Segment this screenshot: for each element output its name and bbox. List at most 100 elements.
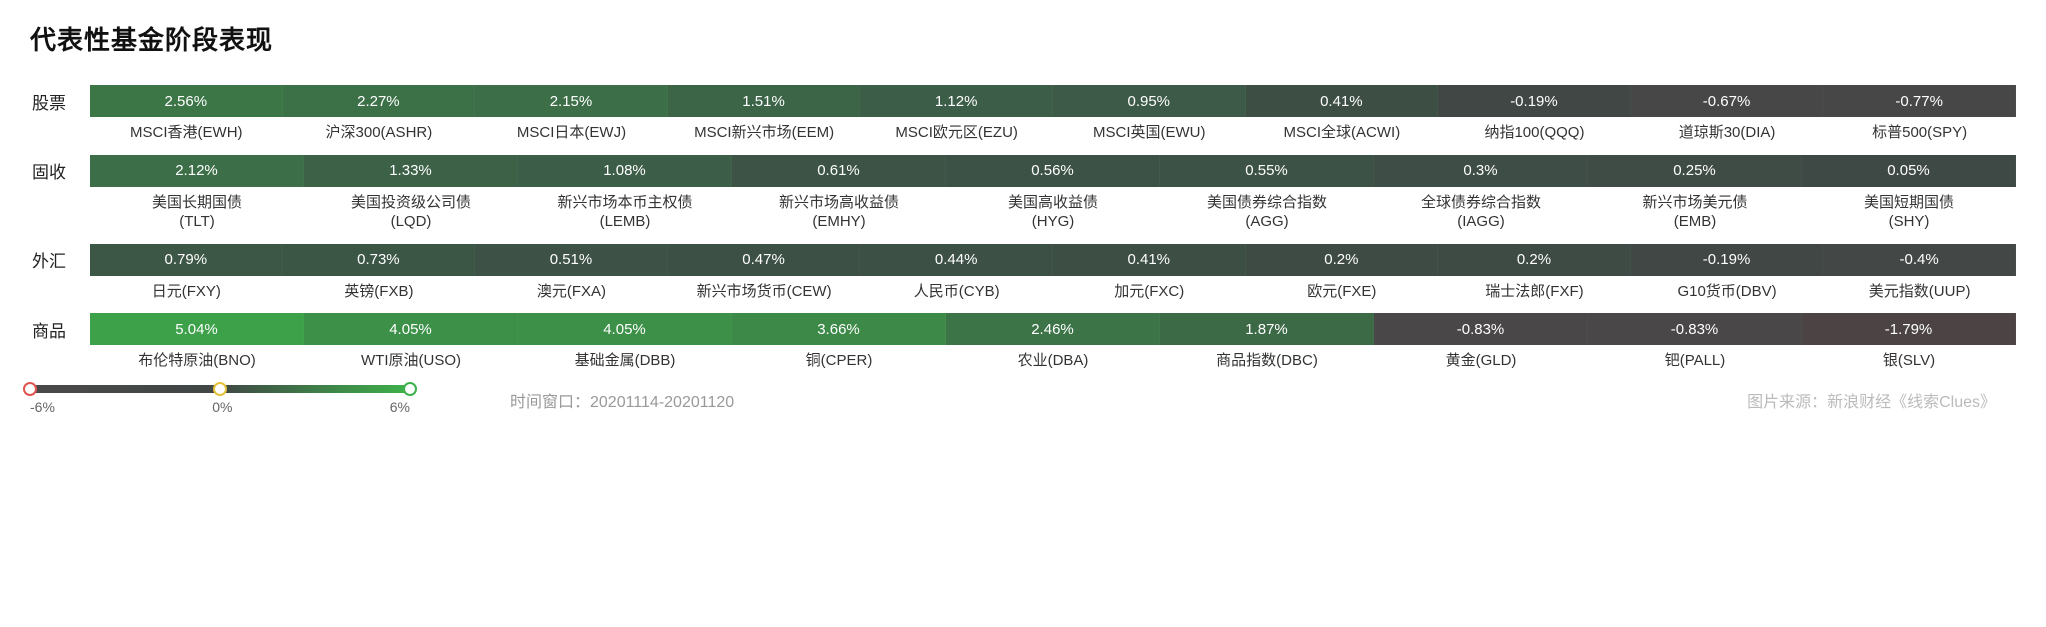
item-label: 美国投资级公司债(LQD) xyxy=(304,191,518,232)
legend-gradient-bar xyxy=(30,385,410,393)
heatmap-cell: 0.2% xyxy=(1246,244,1439,276)
item-label: 黄金(GLD) xyxy=(1374,349,1588,371)
heatmap-chart: 股票2.56%2.27%2.15%1.51%1.12%0.95%0.41%-0.… xyxy=(30,85,2016,371)
heatmap-cell: 1.08% xyxy=(518,155,732,187)
footer: -6% 0% 6% 时间窗口：20201114-20201120 图片来源：新浪… xyxy=(30,385,2016,415)
heatmap-cell: -0.19% xyxy=(1438,85,1631,117)
heatmap-cell: 0.05% xyxy=(1802,155,2016,187)
category-cells: 5.04%4.05%4.05%3.66%2.46%1.87%-0.83%-0.8… xyxy=(90,313,2016,345)
legend-max-marker xyxy=(403,382,417,396)
heatmap-cell: 1.12% xyxy=(860,85,1053,117)
item-label: G10货币(DBV) xyxy=(1631,280,1824,302)
category-label: 股票 xyxy=(30,85,90,117)
item-label: 美元指数(UUP) xyxy=(1823,280,2016,302)
legend-mid-label: 0% xyxy=(212,399,232,415)
heatmap-cell: 1.51% xyxy=(668,85,861,117)
item-label: 美国高收益债(HYG) xyxy=(946,191,1160,232)
heatmap-cell: 2.46% xyxy=(946,313,1160,345)
item-label: 日元(FXY) xyxy=(90,280,283,302)
category-section: 外汇0.79%0.73%0.51%0.47%0.44%0.41%0.2%0.2%… xyxy=(30,244,2016,302)
heatmap-cell: 0.95% xyxy=(1053,85,1246,117)
item-label: 铜(CPER) xyxy=(732,349,946,371)
item-label: MSCI新兴市场(EEM) xyxy=(668,121,861,143)
item-label: 商品指数(DBC) xyxy=(1160,349,1374,371)
item-label: 新兴市场高收益债(EMHY) xyxy=(732,191,946,232)
heatmap-cell: 2.56% xyxy=(90,85,283,117)
item-label: 美国债券综合指数(AGG) xyxy=(1160,191,1374,232)
heatmap-cell: 4.05% xyxy=(304,313,518,345)
item-label: 新兴市场美元债(EMB) xyxy=(1588,191,1802,232)
legend-max-label: 6% xyxy=(390,399,410,415)
category-bar-row: 股票2.56%2.27%2.15%1.51%1.12%0.95%0.41%-0.… xyxy=(30,85,2016,117)
category-cells: 2.12%1.33%1.08%0.61%0.56%0.55%0.3%0.25%0… xyxy=(90,155,2016,187)
heatmap-cell: 2.27% xyxy=(283,85,476,117)
item-label: 全球债券综合指数(IAGG) xyxy=(1374,191,1588,232)
time-window-label: 时间窗口：20201114-20201120 xyxy=(510,388,734,412)
legend-min-label: -6% xyxy=(30,399,55,415)
heatmap-cell: 3.66% xyxy=(732,313,946,345)
category-bar-row: 固收2.12%1.33%1.08%0.61%0.56%0.55%0.3%0.25… xyxy=(30,155,2016,187)
heatmap-cell: -0.19% xyxy=(1631,244,1824,276)
item-label: 道琼斯30(DIA) xyxy=(1631,121,1824,143)
item-label: 人民币(CYB) xyxy=(860,280,1053,302)
item-label: 布伦特原油(BNO) xyxy=(90,349,304,371)
item-label: 银(SLV) xyxy=(1802,349,2016,371)
item-label: MSCI香港(EWH) xyxy=(90,121,283,143)
item-label: MSCI英国(EWU) xyxy=(1053,121,1246,143)
heatmap-cell: 0.56% xyxy=(946,155,1160,187)
item-label: 美国短期国债(SHY) xyxy=(1802,191,2016,232)
category-section: 固收2.12%1.33%1.08%0.61%0.56%0.55%0.3%0.25… xyxy=(30,155,2016,232)
heatmap-cell: 1.87% xyxy=(1160,313,1374,345)
item-label: MSCI欧元区(EZU) xyxy=(860,121,1053,143)
heatmap-cell: 0.79% xyxy=(90,244,283,276)
heatmap-cell: -1.79% xyxy=(1802,313,2016,345)
heatmap-cell: 5.04% xyxy=(90,313,304,345)
heatmap-cell: 0.55% xyxy=(1160,155,1374,187)
heatmap-cell: -0.83% xyxy=(1374,313,1588,345)
category-label-row: 日元(FXY)英镑(FXB)澳元(FXA)新兴市场货币(CEW)人民币(CYB)… xyxy=(90,280,2016,302)
item-label: 新兴市场本币主权债(LEMB) xyxy=(518,191,732,232)
legend-mid-marker xyxy=(213,382,227,396)
source-label: 图片来源：新浪财经《线索Clues》 xyxy=(1747,388,1996,412)
category-label: 商品 xyxy=(30,313,90,345)
category-label-row: 美国长期国债(TLT)美国投资级公司债(LQD)新兴市场本币主权债(LEMB)新… xyxy=(90,191,2016,232)
heatmap-cell: 0.41% xyxy=(1053,244,1246,276)
category-cells: 2.56%2.27%2.15%1.51%1.12%0.95%0.41%-0.19… xyxy=(90,85,2016,117)
heatmap-cell: 0.41% xyxy=(1246,85,1439,117)
item-label: 纳指100(QQQ) xyxy=(1438,121,1631,143)
category-bar-row: 外汇0.79%0.73%0.51%0.47%0.44%0.41%0.2%0.2%… xyxy=(30,244,2016,276)
item-label: MSCI全球(ACWI) xyxy=(1246,121,1439,143)
heatmap-cell: -0.67% xyxy=(1631,85,1824,117)
category-label-row: 布伦特原油(BNO)WTI原油(USO)基础金属(DBB)铜(CPER)农业(D… xyxy=(90,349,2016,371)
heatmap-cell: 0.2% xyxy=(1438,244,1631,276)
heatmap-cell: 0.61% xyxy=(732,155,946,187)
category-label: 固收 xyxy=(30,155,90,187)
category-bar-row: 商品5.04%4.05%4.05%3.66%2.46%1.87%-0.83%-0… xyxy=(30,313,2016,345)
heatmap-cell: 0.73% xyxy=(283,244,476,276)
item-label: 基础金属(DBB) xyxy=(518,349,732,371)
item-label: 农业(DBA) xyxy=(946,349,1160,371)
item-label: 英镑(FXB) xyxy=(283,280,476,302)
heatmap-cell: 0.25% xyxy=(1588,155,1802,187)
heatmap-cell: 0.47% xyxy=(668,244,861,276)
item-label: 标普500(SPY) xyxy=(1823,121,2016,143)
item-label: 新兴市场货币(CEW) xyxy=(668,280,861,302)
heatmap-cell: 0.51% xyxy=(475,244,668,276)
category-section: 商品5.04%4.05%4.05%3.66%2.46%1.87%-0.83%-0… xyxy=(30,313,2016,371)
item-label: 沪深300(ASHR) xyxy=(283,121,476,143)
heatmap-cell: 2.12% xyxy=(90,155,304,187)
category-cells: 0.79%0.73%0.51%0.47%0.44%0.41%0.2%0.2%-0… xyxy=(90,244,2016,276)
item-label: 美国长期国债(TLT) xyxy=(90,191,304,232)
item-label: 加元(FXC) xyxy=(1053,280,1246,302)
page-title: 代表性基金阶段表现 xyxy=(30,20,2016,57)
category-section: 股票2.56%2.27%2.15%1.51%1.12%0.95%0.41%-0.… xyxy=(30,85,2016,143)
category-label: 外汇 xyxy=(30,244,90,276)
item-label: 欧元(FXE) xyxy=(1246,280,1439,302)
heatmap-cell: -0.83% xyxy=(1588,313,1802,345)
heatmap-cell: -0.4% xyxy=(1823,244,2016,276)
heatmap-cell: 2.15% xyxy=(475,85,668,117)
legend-labels: -6% 0% 6% xyxy=(30,399,410,415)
item-label: MSCI日本(EWJ) xyxy=(475,121,668,143)
legend-min-marker xyxy=(23,382,37,396)
legend: -6% 0% 6% xyxy=(30,385,410,415)
